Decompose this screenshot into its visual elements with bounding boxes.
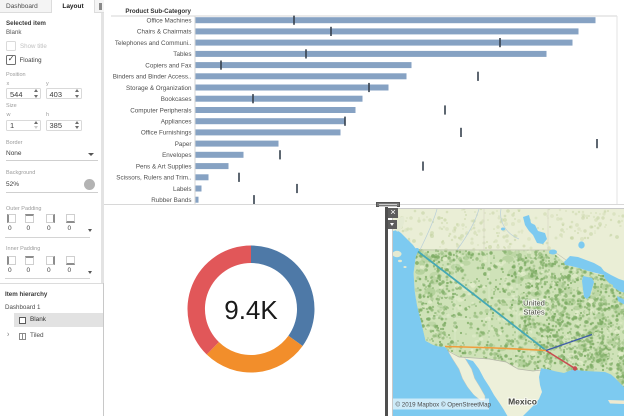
- svg-text:Paper: Paper: [175, 141, 192, 148]
- svg-text:Envelopes: Envelopes: [162, 152, 191, 159]
- svg-text:Office Furnishings: Office Furnishings: [141, 130, 192, 137]
- svg-text:Scissors, Rulers and Trim..: Scissors, Rulers and Trim..: [116, 175, 191, 182]
- svg-text:Labels: Labels: [173, 186, 192, 193]
- svg-text:Bookcases: Bookcases: [161, 96, 192, 103]
- svg-text:© 2019 Mapbox © OpenStreetMap: © 2019 Mapbox © OpenStreetMap: [396, 401, 492, 408]
- svg-text:Storage & Organization: Storage & Organization: [126, 85, 192, 92]
- svg-text:Telephones and Communi..: Telephones and Communi..: [115, 40, 192, 47]
- svg-text:Binders and Binder Access..: Binders and Binder Access..: [113, 74, 192, 81]
- svg-text:United: United: [523, 299, 545, 308]
- svg-text:Rubber Bands: Rubber Bands: [151, 197, 191, 204]
- svg-text:Tables: Tables: [173, 51, 191, 58]
- svg-text:Computer Peripherals: Computer Peripherals: [130, 107, 191, 114]
- svg-text:Office Machines: Office Machines: [146, 18, 191, 25]
- svg-text:States: States: [523, 308, 545, 317]
- svg-text:Pens & Art Supplies: Pens & Art Supplies: [136, 163, 192, 170]
- svg-text:Mexico: Mexico: [508, 397, 537, 407]
- svg-text:Copiers and Fax: Copiers and Fax: [145, 62, 192, 69]
- svg-text:Product Sub-Category: Product Sub-Category: [125, 8, 191, 15]
- svg-text:Appliances: Appliances: [161, 119, 192, 126]
- svg-text:Chairs & Chairmats: Chairs & Chairmats: [137, 29, 192, 36]
